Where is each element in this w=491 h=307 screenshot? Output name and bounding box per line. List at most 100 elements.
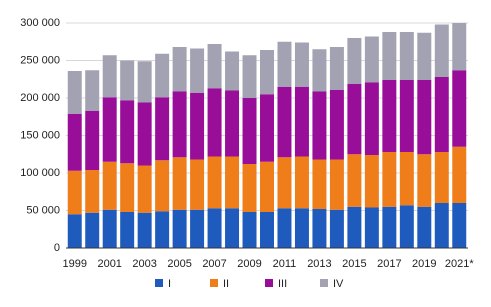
x-tick-label: 2005	[167, 258, 191, 270]
bar-segment	[172, 91, 187, 158]
bar-segment	[242, 55, 257, 98]
bar-segment	[67, 113, 82, 171]
bar-segment	[102, 55, 117, 98]
bar-segment	[329, 47, 344, 90]
bar-segment	[329, 209, 344, 248]
x-tick-label: 2007	[202, 258, 226, 270]
bar-segment	[294, 42, 309, 87]
bar-segment	[190, 92, 205, 160]
x-tick-label: 2015	[342, 258, 366, 270]
bar-segment	[399, 152, 414, 206]
bar-segment	[452, 146, 467, 203]
bar-segment	[242, 212, 257, 248]
bar-segment	[207, 44, 222, 89]
bar-segment	[294, 86, 309, 157]
bar-segment	[225, 208, 240, 248]
bar-segment	[155, 97, 170, 161]
bar-segment	[172, 209, 187, 248]
bar-segment	[312, 209, 327, 248]
bar-segment	[85, 212, 100, 248]
bar-segment	[242, 98, 257, 164]
x-tick-label: 2009	[237, 258, 261, 270]
bar-segment	[260, 161, 274, 212]
bar-segment	[294, 208, 309, 248]
legend-label: III	[278, 278, 287, 290]
bar-segment	[120, 163, 135, 212]
bar-segment	[260, 50, 274, 95]
bar-segment	[399, 32, 414, 80]
bar-segment	[102, 161, 117, 210]
bar-segment	[382, 32, 397, 80]
y-tick-label: 250 000	[20, 54, 60, 66]
bar-segment	[225, 156, 240, 209]
y-tick-label: 200 000	[20, 92, 60, 104]
bar-segment	[120, 100, 135, 164]
x-tick-label: 2003	[132, 258, 156, 270]
y-tick-label: 100 000	[20, 167, 60, 179]
bar-segment	[155, 53, 170, 98]
bar-segment	[155, 211, 170, 248]
x-tick-label: 1999	[62, 258, 86, 270]
bar-segment	[364, 82, 379, 155]
bar-segment	[120, 212, 135, 248]
bar-segment	[277, 41, 292, 87]
bar-segment	[417, 154, 432, 207]
bar-segment	[137, 61, 152, 103]
x-tick-label: 2001	[97, 258, 121, 270]
x-tick-label: 2013	[307, 258, 331, 270]
bar-segment	[434, 24, 449, 77]
bar-segment	[329, 89, 344, 160]
legend-swatch	[210, 279, 218, 287]
bar-segment	[452, 23, 467, 71]
bar-segment	[277, 208, 292, 248]
x-tick-label: 2019	[412, 258, 436, 270]
bar-segment	[85, 110, 100, 170]
bar-segment	[67, 71, 82, 114]
x-tick-label: 2021*	[445, 258, 474, 270]
bar-segment	[190, 209, 205, 248]
bar-segment	[85, 170, 100, 213]
bar-segment	[242, 164, 257, 212]
legend-swatch	[155, 279, 163, 287]
legend-swatch	[320, 279, 328, 287]
bar-segment	[347, 206, 362, 248]
bar-segment	[347, 83, 362, 155]
bar-segment	[190, 159, 205, 210]
bar-segment	[225, 90, 240, 157]
bar-segment	[172, 157, 187, 210]
y-tick-label: 50 000	[26, 204, 60, 216]
bar-segment	[67, 214, 82, 248]
bar-segment	[120, 60, 135, 101]
bar-segment	[452, 203, 467, 248]
bar-segment	[207, 88, 222, 157]
bar-segment	[102, 209, 117, 248]
bar-segment	[417, 206, 432, 248]
bar-segment	[225, 51, 240, 91]
bar-segment	[347, 154, 362, 207]
bar-segment	[207, 208, 222, 248]
legend-label: II	[223, 278, 229, 290]
bar-segment	[329, 159, 344, 210]
bar-segment	[452, 70, 467, 147]
bar-segment	[137, 212, 152, 248]
bar-segment	[137, 102, 152, 166]
bar-segment	[190, 48, 205, 93]
bar-segment	[102, 97, 117, 162]
bar-segment	[312, 49, 327, 92]
y-tick-label: 300 000	[20, 17, 60, 29]
bar-segment	[155, 160, 170, 212]
bar-segment	[172, 47, 187, 92]
bar-segment	[137, 165, 152, 213]
x-tick-label: 2017	[377, 258, 401, 270]
bar-segment	[85, 70, 100, 111]
y-tick-label: 150 000	[20, 129, 60, 141]
bar-segment	[382, 206, 397, 248]
bar-segment	[364, 207, 379, 248]
bar-segment	[277, 86, 292, 158]
bar-segment	[277, 157, 292, 209]
bar-segment	[207, 156, 222, 209]
bar-segment	[312, 91, 327, 160]
bar-segment	[434, 203, 449, 248]
bar-segment	[434, 77, 449, 152]
